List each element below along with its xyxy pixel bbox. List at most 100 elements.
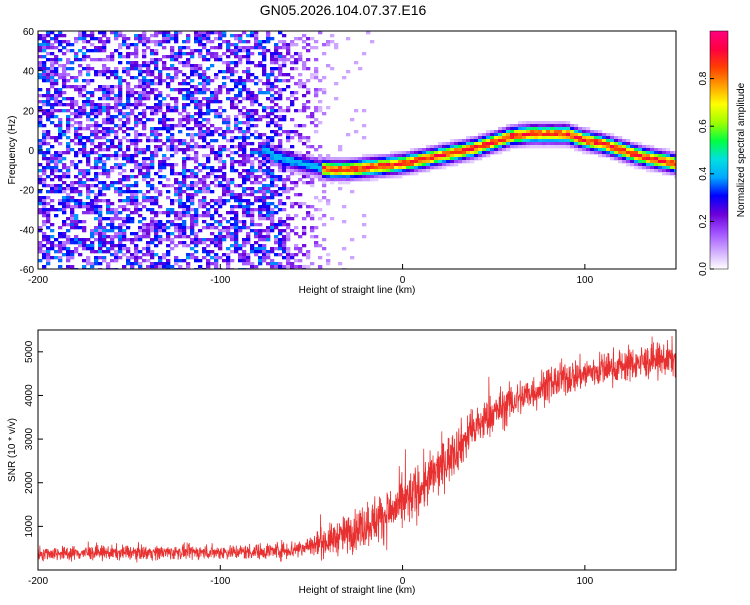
heatmap-cell [146, 223, 151, 227]
heatmap-cell [138, 82, 143, 86]
heatmap-cell [386, 160, 391, 164]
heatmap-cell [146, 241, 151, 245]
heatmap-cell [182, 163, 187, 167]
heatmap-cell [186, 157, 191, 161]
heatmap-cell [98, 226, 103, 230]
heatmap-cell [102, 235, 107, 239]
heatmap-cell [462, 142, 467, 146]
heatmap-cell [94, 175, 99, 179]
heatmap-cell [82, 52, 87, 56]
heatmap-cell [210, 232, 215, 236]
heatmap-cell [410, 169, 415, 173]
heatmap-cell [174, 193, 179, 197]
heatmap-cell [278, 70, 283, 74]
heatmap-cell [334, 163, 339, 167]
heatmap-cell [530, 124, 535, 128]
heatmap-cell [214, 58, 219, 62]
heatmap-cell [250, 151, 255, 155]
heatmap-cell [166, 109, 171, 113]
heatmap-cell [86, 268, 91, 269]
heatmap-cell [654, 154, 659, 158]
heatmap-cell [414, 148, 419, 152]
heatmap-cell [146, 247, 151, 251]
heatmap-cell [526, 124, 531, 128]
heatmap-cell [302, 124, 307, 128]
heatmap-cell [86, 184, 91, 188]
heatmap-cell [182, 235, 187, 239]
heatmap-cell [162, 55, 167, 59]
heatmap-cell [390, 157, 395, 161]
heatmap-cell [102, 73, 107, 77]
heatmap-cell [178, 184, 183, 188]
heatmap-cell [370, 40, 375, 44]
heatmap-cell [146, 106, 151, 110]
heatmap-cell [122, 220, 127, 224]
heatmap-cell [326, 154, 331, 158]
heatmap-cell [254, 175, 259, 179]
heatmap-cell [190, 55, 195, 59]
heatmap-cell [142, 163, 147, 167]
heatmap-cell [158, 229, 163, 233]
heatmap-cell [82, 103, 87, 107]
heatmap-cell [86, 208, 91, 212]
heatmap-cell [206, 100, 211, 104]
heatmap-cell [266, 211, 271, 215]
heatmap-cell [50, 169, 55, 173]
heatmap-cell [438, 145, 443, 149]
heatmap-cell [182, 211, 187, 215]
heatmap-cell [382, 166, 387, 170]
heatmap-cell [598, 154, 603, 158]
heatmap-cell [138, 190, 143, 194]
heatmap-cell [502, 139, 507, 143]
heatmap-cell [182, 241, 187, 245]
heatmap-cell [98, 130, 103, 134]
heatmap-cell [114, 34, 119, 38]
heatmap-cell [38, 106, 43, 110]
heatmap-cell [558, 145, 563, 149]
heatmap-cell [446, 142, 451, 146]
heatmap-cell [518, 139, 523, 143]
heatmap-cell [150, 268, 155, 269]
heatmap-cell [206, 208, 211, 212]
heatmap-cell [78, 115, 83, 119]
heatmap-cell [266, 142, 271, 146]
heatmap-cell [326, 178, 331, 182]
heatmap-cell [594, 133, 599, 137]
heatmap-cell [166, 103, 171, 107]
heatmap-cell [234, 184, 239, 188]
heatmap-cell [138, 262, 143, 266]
heatmap-cell [66, 145, 71, 149]
heatmap-cell [322, 184, 327, 188]
heatmap-cell [182, 268, 187, 269]
heatmap-cell [78, 190, 83, 194]
heatmap-cell [338, 175, 343, 179]
heatmap-cell [78, 220, 83, 224]
heatmap-cell [114, 181, 119, 185]
heatmap-cell [274, 235, 279, 239]
heatmap-cell [622, 139, 627, 143]
heatmap-cell [298, 205, 303, 209]
heatmap-cell [454, 154, 459, 158]
heatmap-cell [166, 82, 171, 86]
heatmap-cell [398, 154, 403, 158]
heatmap-cell [122, 151, 127, 155]
heatmap-cell [334, 43, 339, 47]
heatmap-cell [266, 145, 271, 149]
heatmap-cell [234, 82, 239, 86]
heatmap-cell [450, 139, 455, 143]
heatmap-cell [90, 178, 95, 182]
heatmap-cell [58, 58, 63, 62]
heatmap-cell [522, 124, 527, 128]
heatmap-cell [158, 265, 163, 269]
heatmap-cell [118, 178, 123, 182]
heatmap-cell [146, 181, 151, 185]
heatmap-cell [206, 244, 211, 248]
heatmap-cell [150, 217, 155, 221]
heatmap-cell [606, 145, 611, 149]
heatmap-cell [38, 76, 43, 80]
heatmap-cell [186, 64, 191, 68]
heatmap-cell [62, 235, 67, 239]
heatmap-cell [94, 103, 99, 107]
heatmap-cell [70, 49, 75, 53]
heatmap-cell [130, 67, 135, 71]
